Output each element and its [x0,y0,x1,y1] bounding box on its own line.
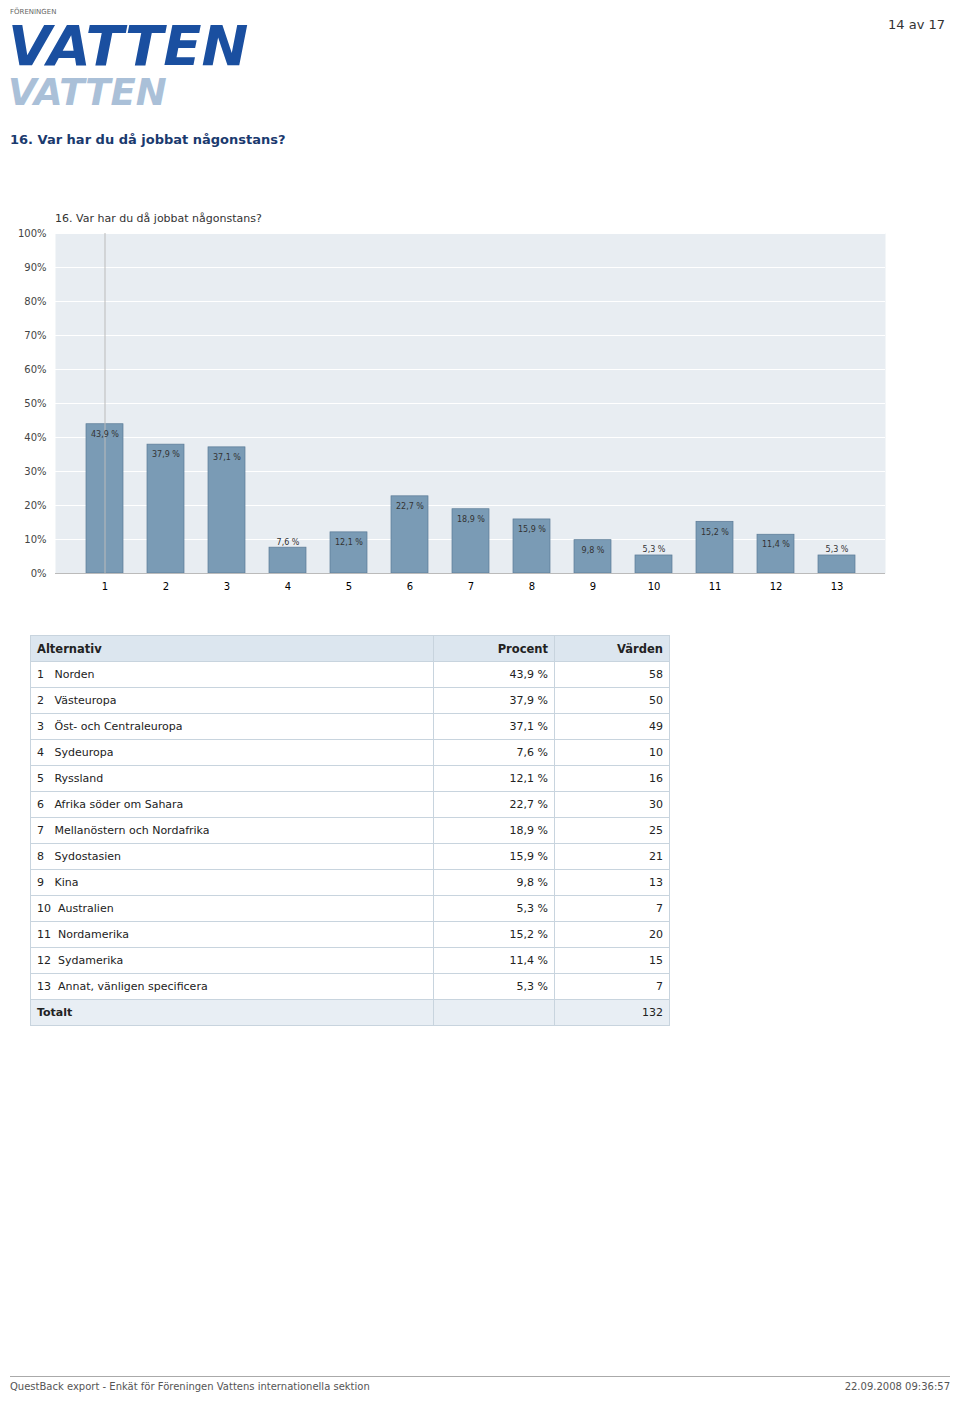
html-text:7: 7 [656,902,663,915]
svg-text:9: 9 [590,581,596,592]
html-text:9,8 %: 9,8 % [516,876,548,889]
html-text:FÖRENINGEN: FÖRENINGEN [10,8,57,16]
html-text:7,6 %: 7,6 % [516,746,548,759]
html-text:Procent: Procent [497,641,548,656]
html-text:15,2 %: 15,2 % [509,928,548,941]
svg-text:30%: 30% [24,466,46,477]
svg-text:60%: 60% [24,364,46,375]
svg-text:80%: 80% [24,296,46,307]
html-text:37,9 %: 37,9 % [509,694,548,707]
svg-text:37,1 %: 37,1 % [213,453,241,462]
html-text:QuestBack export - Enkät för F: QuestBack export - Enkät för Föreningen … [10,1381,370,1392]
html-text:Värden: Värden [617,641,663,656]
svg-text:9,8 %: 9,8 % [582,546,605,555]
svg-text:7: 7 [468,581,474,592]
html-text:3 Öst- och Centraleuropa: 3 Öst- och Centraleuropa [37,720,183,733]
html-text:Totalt: Totalt [37,1006,73,1019]
html-text:5,3 %: 5,3 % [516,902,548,915]
svg-text:5,3 %: 5,3 % [826,545,849,554]
html-text:15,9 %: 15,9 % [509,850,548,863]
html-text:Alternativ: Alternativ [37,641,102,656]
html-text:12,1 %: 12,1 % [509,772,548,785]
html-text:21: 21 [649,850,663,863]
svg-text:3: 3 [224,581,230,592]
svg-text:90%: 90% [24,262,46,273]
svg-text:70%: 70% [24,330,46,341]
svg-text:15,2 %: 15,2 % [701,528,729,537]
html-text:10: 10 [649,746,663,759]
html-text:16. Var har du då jobbat någon: 16. Var har du då jobbat någonstans? [10,132,286,147]
svg-text:5,3 %: 5,3 % [643,545,666,554]
html-text:13 Annat, vänligen specificera: 13 Annat, vänligen specificera [37,980,208,993]
svg-text:12: 12 [770,581,783,592]
svg-text:20%: 20% [24,500,46,511]
html-text:18,9 %: 18,9 % [509,824,548,837]
html-text:VATTEN: VATTEN [8,13,249,78]
html-text:50: 50 [649,694,663,707]
svg-text:11: 11 [709,581,722,592]
html-text:22,7 %: 22,7 % [509,798,548,811]
html-text:25: 25 [649,824,663,837]
svg-text:15,9 %: 15,9 % [518,525,546,534]
svg-text:10: 10 [648,581,661,592]
svg-text:10%: 10% [24,534,46,545]
html-text:20: 20 [649,928,663,941]
svg-text:18,9 %: 18,9 % [457,515,485,524]
svg-text:37,9 %: 37,9 % [152,450,180,459]
html-text:VATTEN: VATTEN [8,71,167,114]
html-text:9 Kina: 9 Kina [37,876,79,889]
html-text:5 Ryssland: 5 Ryssland [37,772,104,785]
html-text:58: 58 [649,668,663,681]
html-text:12 Sydamerika: 12 Sydamerika [37,954,124,967]
html-text:11 Nordamerika: 11 Nordamerika [37,928,129,941]
html-text:13: 13 [649,876,663,889]
svg-text:0%: 0% [31,568,47,579]
html-text:10 Australien: 10 Australien [37,902,114,915]
html-text:16: 16 [649,772,663,785]
svg-text:1: 1 [102,581,108,592]
svg-text:6: 6 [407,581,413,592]
svg-text:22,7 %: 22,7 % [396,502,424,511]
html-text:8 Sydostasien: 8 Sydostasien [37,850,121,863]
html-text:49: 49 [649,720,663,733]
html-text:15: 15 [649,954,663,967]
svg-text:7,6 %: 7,6 % [277,538,300,547]
svg-text:4: 4 [285,581,291,592]
html-text:43,9 %: 43,9 % [509,668,548,681]
svg-text:40%: 40% [24,432,46,443]
html-text:30: 30 [649,798,663,811]
svg-text:8: 8 [529,581,535,592]
svg-text:50%: 50% [24,398,46,409]
html-text:37,1 %: 37,1 % [509,720,548,733]
html-text:1 Norden: 1 Norden [37,668,95,681]
svg-text:100%: 100% [18,228,47,239]
html-text:7: 7 [656,980,663,993]
html-text:14 av 17: 14 av 17 [888,17,945,32]
html-text:22.09.2008 09:36:57: 22.09.2008 09:36:57 [844,1381,950,1392]
svg-text:13: 13 [831,581,844,592]
html-text:2 Västeuropa: 2 Västeuropa [37,694,117,707]
html-text:132: 132 [642,1006,663,1019]
html-text:11,4 %: 11,4 % [509,954,548,967]
svg-text:43,9 %: 43,9 % [91,430,119,439]
svg-text:5: 5 [346,581,352,592]
svg-text:11,4 %: 11,4 % [762,540,790,549]
svg-text:2: 2 [163,581,169,592]
html-text:7 Mellanöstern och Nordafrika: 7 Mellanöstern och Nordafrika [37,824,210,837]
html-text:5,3 %: 5,3 % [516,980,548,993]
svg-text:12,1 %: 12,1 % [335,538,363,547]
html-text:4 Sydeuropa: 4 Sydeuropa [37,746,114,759]
html-text:6 Afrika söder om Sahara: 6 Afrika söder om Sahara [37,798,184,811]
html-text:16. Var har du då jobbat någon: 16. Var har du då jobbat någonstans? [55,212,262,225]
